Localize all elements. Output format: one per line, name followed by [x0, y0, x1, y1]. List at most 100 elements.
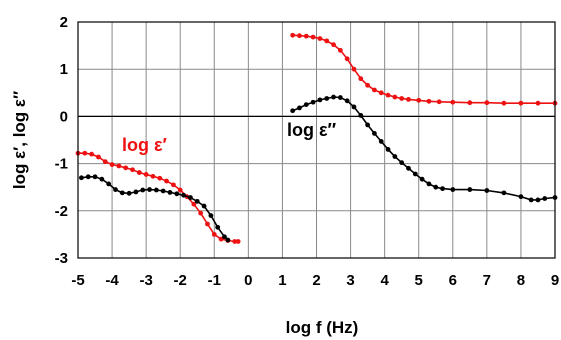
data-point [133, 189, 139, 195]
plot-frame [77, 21, 556, 259]
data-point [82, 150, 88, 156]
data-point [501, 100, 507, 106]
data-point [303, 102, 309, 107]
series-line [292, 96, 556, 201]
data-point [331, 94, 336, 100]
data-point [211, 232, 217, 237]
data-point [191, 201, 197, 207]
x-tick-label: 6 [449, 272, 457, 289]
data-point [433, 184, 439, 190]
data-point [310, 34, 316, 40]
data-point [331, 42, 336, 48]
data-point [450, 187, 456, 192]
data-point [378, 90, 384, 96]
data-point [467, 100, 473, 106]
data-point [235, 239, 241, 244]
data-point [225, 237, 231, 243]
annotation-log-eps-prime: log ε′ [122, 135, 167, 155]
data-point [297, 33, 302, 39]
data-point [416, 97, 422, 103]
data-point [351, 66, 357, 72]
data-point [324, 38, 330, 44]
data-point [113, 187, 118, 192]
data-point [109, 162, 115, 167]
data-point [467, 187, 473, 192]
data-point [303, 33, 309, 39]
x-tick-label: 5 [415, 272, 423, 289]
data-point [542, 196, 548, 201]
data-point [365, 122, 371, 128]
data-point [365, 82, 371, 88]
data-point [337, 47, 343, 53]
y-tick-label: -2 [55, 203, 68, 220]
data-point [222, 234, 227, 240]
data-point [484, 100, 490, 106]
y-axis-title: log ε′, log ε″ [10, 91, 29, 189]
data-point [440, 186, 445, 192]
data-point [215, 224, 221, 230]
x-tick-label: 2 [312, 272, 320, 289]
x-tick-label: 4 [380, 272, 389, 289]
data-point [157, 175, 163, 181]
data-point [232, 239, 238, 244]
y-tick-label: -1 [55, 156, 68, 173]
y-tick-label: 2 [60, 14, 68, 31]
data-point [419, 176, 425, 182]
data-point [484, 188, 490, 193]
data-point [392, 94, 398, 100]
data-point [535, 100, 541, 106]
data-point [177, 187, 183, 193]
y-tick-label: 1 [60, 61, 68, 78]
x-tick-label: -1 [208, 272, 221, 289]
x-axis-title: log f (Hz) [286, 318, 359, 337]
data-point [167, 189, 173, 195]
data-point [174, 191, 180, 197]
data-point [501, 190, 507, 196]
data-point [89, 151, 95, 157]
data-point [208, 213, 214, 218]
data-point [528, 197, 534, 203]
data-point [385, 92, 391, 98]
data-point [143, 172, 149, 177]
x-tick-label: -3 [139, 272, 152, 289]
data-point [126, 190, 132, 196]
data-point [372, 87, 377, 93]
data-point [351, 104, 357, 110]
x-tick-label: -5 [71, 272, 84, 289]
data-point [450, 99, 456, 105]
x-tick-label: -2 [174, 272, 187, 289]
data-point [140, 187, 146, 193]
data-point [392, 154, 398, 159]
data-point [198, 210, 204, 216]
data-point [102, 159, 108, 165]
x-tick-label: 9 [551, 272, 559, 289]
data-point [205, 221, 210, 227]
data-point [150, 173, 156, 179]
data-point [378, 139, 384, 144]
data-point [317, 36, 323, 41]
y-tick-label: -3 [55, 250, 68, 267]
data-point [85, 174, 91, 180]
data-point [92, 174, 98, 180]
data-point [96, 154, 101, 160]
data-point [106, 181, 112, 187]
data-point [181, 192, 187, 198]
x-tick-label: 0 [244, 272, 252, 289]
data-point [123, 165, 129, 171]
tick-labels: -5 -4 -3 -2 -1 0 1 2 3 4 5 6 7 8 9 -3 -2 -1 0 1 2 [55, 14, 560, 289]
y-tick-label: 0 [60, 108, 68, 125]
data-point [153, 187, 159, 193]
data-point [290, 108, 296, 114]
x-tick-label: 8 [517, 272, 525, 289]
data-point [518, 194, 524, 200]
data-point [317, 97, 323, 103]
data-point [518, 100, 524, 106]
annotation-log-eps-double-prime: log ε″ [287, 120, 337, 140]
data-point [412, 171, 418, 177]
data-point [160, 188, 166, 194]
data-point [436, 99, 442, 105]
data-point [406, 165, 411, 171]
data-point [99, 176, 105, 182]
data-point [399, 96, 405, 101]
